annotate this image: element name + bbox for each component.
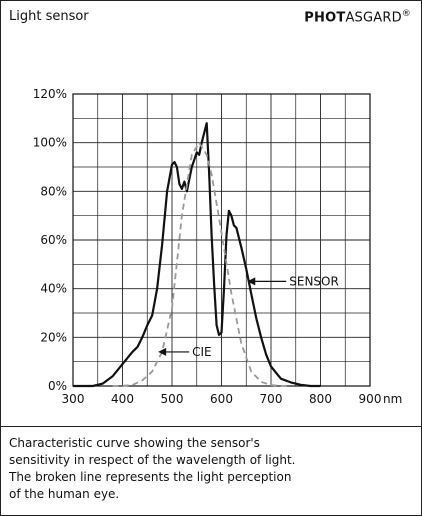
series-line-sensor	[73, 122, 321, 388]
series-line-cie	[112, 141, 291, 387]
caption-divider	[1, 426, 421, 427]
y-tick-label: 20%	[40, 330, 67, 344]
annotation-label-cie: CIE	[192, 345, 212, 359]
x-tick-label: 400	[111, 392, 134, 406]
card-header: Light sensor PHOTASGARD®	[9, 9, 413, 29]
brand-bold: PHOT	[304, 10, 346, 26]
brand-registered-mark: ®	[401, 9, 411, 19]
brand-logo: PHOTASGARD®	[304, 9, 411, 25]
chart-caption: Characteristic curve showing the sensor'…	[9, 435, 409, 503]
plot-frame	[72, 93, 371, 387]
x-tick-label: 600	[210, 392, 233, 406]
caption-line: The broken line represents the light per…	[9, 470, 292, 484]
sensitivity-chart: 0% 20% 40% 60% 80% 100% 120% 300 400 500 600 700 800…	[33, 87, 403, 406]
y-tick-label: 0%	[48, 379, 67, 393]
annotation-arrowhead	[247, 277, 256, 286]
caption-line: sensitivity in respect of the wavelength…	[9, 453, 296, 467]
y-tick-label: 80%	[40, 184, 67, 198]
annotation-arrowhead	[158, 347, 167, 356]
x-tick-label: 800	[309, 392, 332, 406]
x-tick-label: 300	[62, 392, 85, 406]
brand-regular: ASGARD	[345, 10, 402, 26]
caption-line: Characteristic curve showing the sensor'…	[9, 436, 260, 450]
y-tick-label: 120%	[33, 87, 67, 101]
card-title: Light sensor	[9, 9, 89, 24]
y-tick-label: 40%	[40, 282, 67, 296]
y-tick-label: 60%	[40, 233, 67, 247]
x-tick-label: 700	[260, 392, 283, 406]
x-tick-label: 500	[161, 392, 184, 406]
y-tick-label: 100%	[33, 136, 67, 150]
x-tick-label: 900	[359, 392, 382, 406]
annotation-label-sensor: SENSOR	[289, 274, 339, 288]
caption-line: of the human eye.	[9, 487, 120, 501]
x-unit-label: nm	[383, 392, 402, 406]
